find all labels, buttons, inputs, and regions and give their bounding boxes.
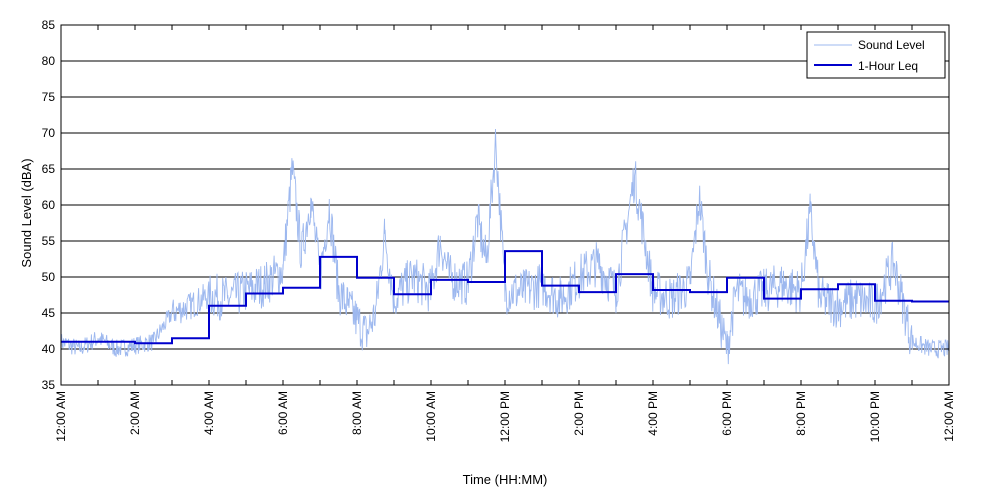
x-tick-label: 2:00 PM (572, 391, 586, 436)
y-tick-label: 70 (42, 126, 56, 140)
y-tick-label: 35 (42, 378, 56, 392)
x-tick-label: 6:00 PM (720, 391, 734, 436)
x-tick-label: 8:00 AM (350, 391, 364, 435)
leq-step-line (61, 250, 949, 345)
legend-label-1-hour-leq: 1-Hour Leq (858, 59, 918, 73)
y-tick-label: 50 (42, 270, 56, 284)
y-axis-label: Sound Level (dBA) (19, 158, 34, 267)
y-tick-label: 75 (42, 90, 56, 104)
x-axis-label: Time (HH:MM) (463, 472, 548, 487)
x-tick-label: 4:00 PM (646, 391, 660, 436)
x-tick-label: 8:00 PM (794, 391, 808, 436)
y-tick-label: 65 (42, 162, 56, 176)
x-tick-label: 6:00 AM (276, 391, 290, 435)
x-tick-label: 12:00 AM (942, 391, 956, 442)
x-tick-label: 10:00 AM (424, 391, 438, 442)
x-tick-label: 12:00 PM (498, 391, 512, 442)
x-tick-label: 10:00 PM (868, 391, 882, 442)
x-tick-label: 2:00 AM (128, 391, 142, 435)
y-tick-label: 80 (42, 54, 56, 68)
legend-box (806, 31, 946, 79)
series-1-hour-leq (61, 250, 949, 345)
y-tick-label: 60 (42, 198, 56, 212)
y-tick-label: 45 (42, 306, 56, 320)
legend: Sound Level 1-Hour Leq (806, 31, 946, 79)
x-axis-ticks: 12:00 AM 2:00 AM 4:00 AM 6:00 AM 8:00 AM 10:0… (54, 25, 956, 442)
y-axis-ticks: 35 40 45 50 55 60 65 70 75 80 85 (42, 18, 949, 392)
x-tick-label: 4:00 AM (202, 391, 216, 435)
y-tick-label: 55 (42, 234, 56, 248)
x-tick-label: 12:00 AM (54, 391, 68, 442)
y-tick-label: 40 (42, 342, 56, 356)
legend-label-sound-level: Sound Level (858, 38, 925, 52)
y-tick-label: 85 (42, 18, 56, 32)
